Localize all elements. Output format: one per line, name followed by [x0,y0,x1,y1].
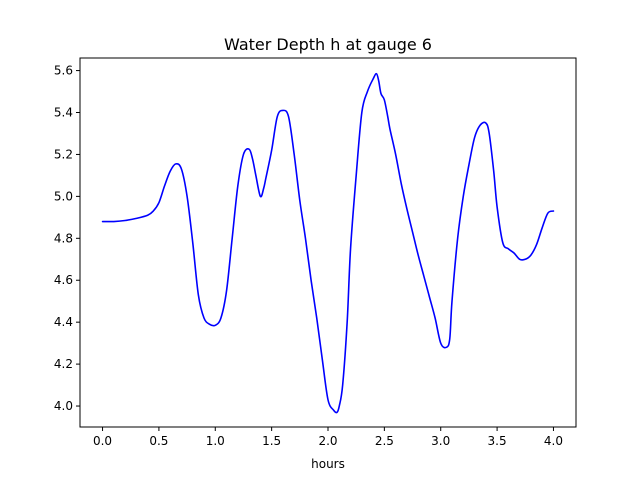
series-line [101,72,555,414]
y-axis-ticks: 4.0 4.2 4.4 4.6 4.8 5.0 5.2 5.4 5.6 [54,64,80,413]
y-tick-label: 4.4 [54,315,73,329]
y-tick-label: 5.2 [54,147,73,161]
x-tick-label: 3.5 [488,434,507,448]
y-tick-label: 4.0 [54,399,73,413]
y-tick-label: 4.6 [54,273,73,287]
y-tick-label: 4.8 [54,231,73,245]
y-tick-label: 4.2 [54,357,73,371]
x-axis-ticks: 0.0 0.5 1.0 1.5 2.0 2.5 3.0 3.5 4.0 [93,427,563,448]
x-tick-label: 3.0 [431,434,450,448]
x-tick-label: 1.5 [262,434,281,448]
x-tick-label: 4.0 [544,434,563,448]
x-tick-label: 2.5 [375,434,394,448]
x-tick-label: 2.0 [318,434,337,448]
y-tick-label: 5.6 [54,64,73,78]
x-tick-label: 0.5 [149,434,168,448]
y-tick-label: 5.0 [54,189,73,203]
y-tick-label: 5.4 [54,106,73,120]
x-axis-label: hours [311,457,345,471]
x-tick-label: 0.0 [93,434,112,448]
chart-title: Water Depth h at gauge 6 [224,35,432,54]
x-tick-label: 1.0 [206,434,225,448]
